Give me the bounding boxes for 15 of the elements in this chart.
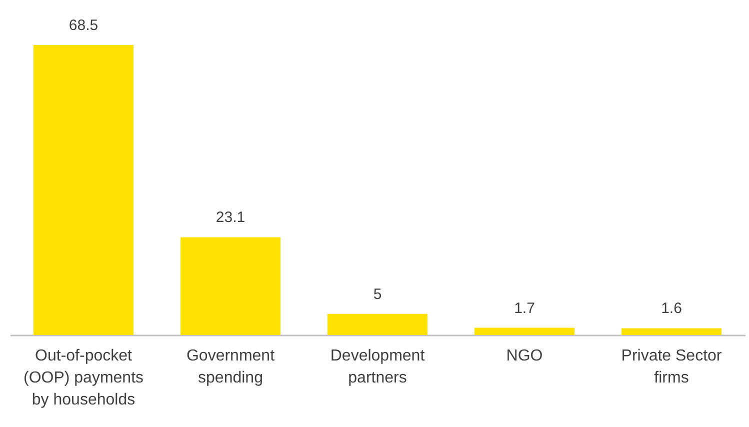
x-tick-label: Private Sector firms bbox=[621, 348, 722, 386]
data-label: 1.7 bbox=[514, 300, 535, 317]
bar bbox=[180, 237, 280, 335]
bar bbox=[622, 328, 722, 335]
data-label: 68.5 bbox=[68, 17, 98, 34]
data-label: 1.6 bbox=[661, 300, 682, 318]
x-tick-label: Out-of-pocket (OOP) payments by households bbox=[23, 348, 144, 408]
x-tick-label: Government spending bbox=[186, 348, 276, 386]
bar bbox=[474, 328, 574, 335]
data-label: 23.1 bbox=[216, 209, 246, 226]
bar bbox=[328, 314, 428, 335]
x-tick-label: Development partners bbox=[330, 348, 426, 386]
x-tick-label: NGO bbox=[506, 348, 543, 364]
bar bbox=[34, 45, 134, 335]
data-label: 5 bbox=[373, 286, 382, 303]
